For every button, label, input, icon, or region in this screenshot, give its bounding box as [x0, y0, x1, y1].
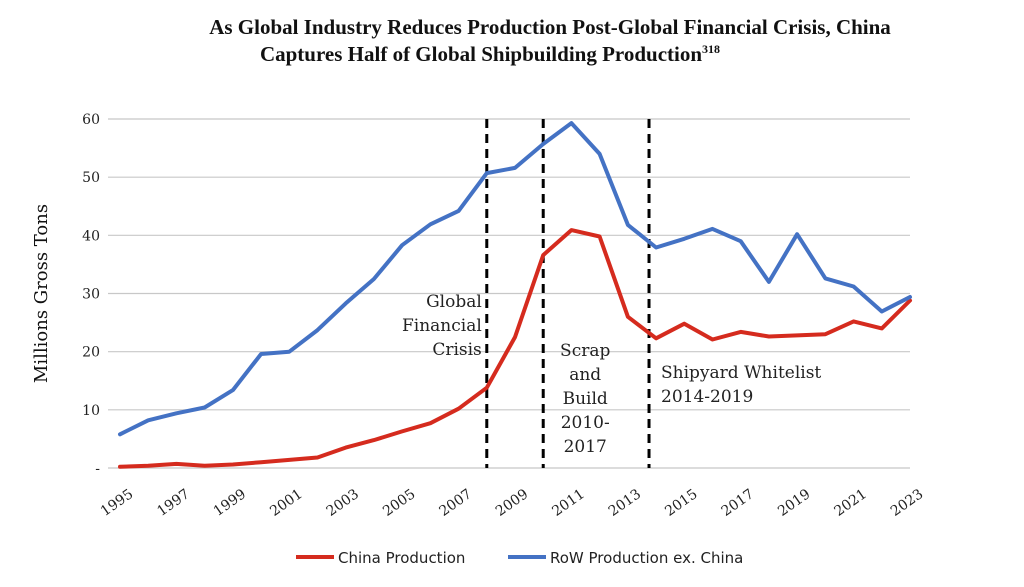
x-tick-label: 2021 [831, 486, 869, 520]
chart-title: As Global Industry Reduces Production Po… [0, 14, 1024, 68]
x-tick-label: 2009 [493, 486, 531, 520]
series-line-row [118, 121, 912, 437]
x-tick-label: 2019 [775, 486, 813, 520]
y-tick-label: 40 [82, 228, 100, 244]
y-tick-label: 10 [82, 403, 100, 419]
chart-title-line2: Captures Half of Global Shipbuilding Pro… [0, 41, 1024, 68]
legend-label: China Production [338, 549, 465, 567]
x-tick-label: 1999 [211, 486, 249, 520]
annotation-scrap-text: 2017 [564, 437, 607, 457]
chart-title-line1: As Global Industry Reduces Production Po… [209, 15, 891, 39]
x-tick-label: 2017 [719, 486, 757, 520]
annotation-scrap-text: 2010- [561, 413, 610, 433]
annotation-gfc-text: Global [426, 292, 482, 312]
annotation-gfc-text: Crisis [432, 340, 481, 360]
x-tick-label: 2011 [549, 486, 587, 520]
y-tick-label: 20 [82, 345, 100, 361]
series-line-china [118, 228, 912, 469]
y-tick-label: 50 [82, 170, 100, 186]
x-tick-label: 2007 [436, 486, 474, 520]
x-tick-label: 2005 [380, 486, 418, 520]
chart-title-line2-text: Captures Half of Global Shipbuilding Pro… [259, 42, 703, 66]
y-tick-label: - [95, 461, 100, 477]
x-tick-label: 2013 [606, 486, 644, 520]
title-footnote: 318 [702, 42, 721, 56]
y-axis-label: Millions Gross Tons [31, 204, 52, 383]
legend-label: RoW Production ex. China [550, 549, 743, 567]
annotation-whitelist-text: 2014-2019 [661, 387, 753, 407]
y-tick-label: 60 [82, 112, 100, 128]
x-tick-label: 1997 [154, 486, 192, 520]
y-tick-label: 30 [82, 287, 100, 303]
x-tick-label: 2015 [662, 486, 700, 520]
annotation-gfc-text: Financial [402, 316, 482, 336]
annotation-whitelist-text: Shipyard Whitelist [661, 363, 821, 383]
annotation-scrap-text: Scrap [560, 341, 610, 361]
x-tick-label: 2023 [888, 486, 926, 520]
annotation-scrap-text: and [569, 365, 601, 385]
x-tick-label: 1995 [98, 486, 136, 520]
annotation-scrap-text: Build [563, 389, 608, 409]
x-tick-label: 2003 [324, 486, 362, 520]
x-tick-label: 2001 [267, 486, 305, 520]
